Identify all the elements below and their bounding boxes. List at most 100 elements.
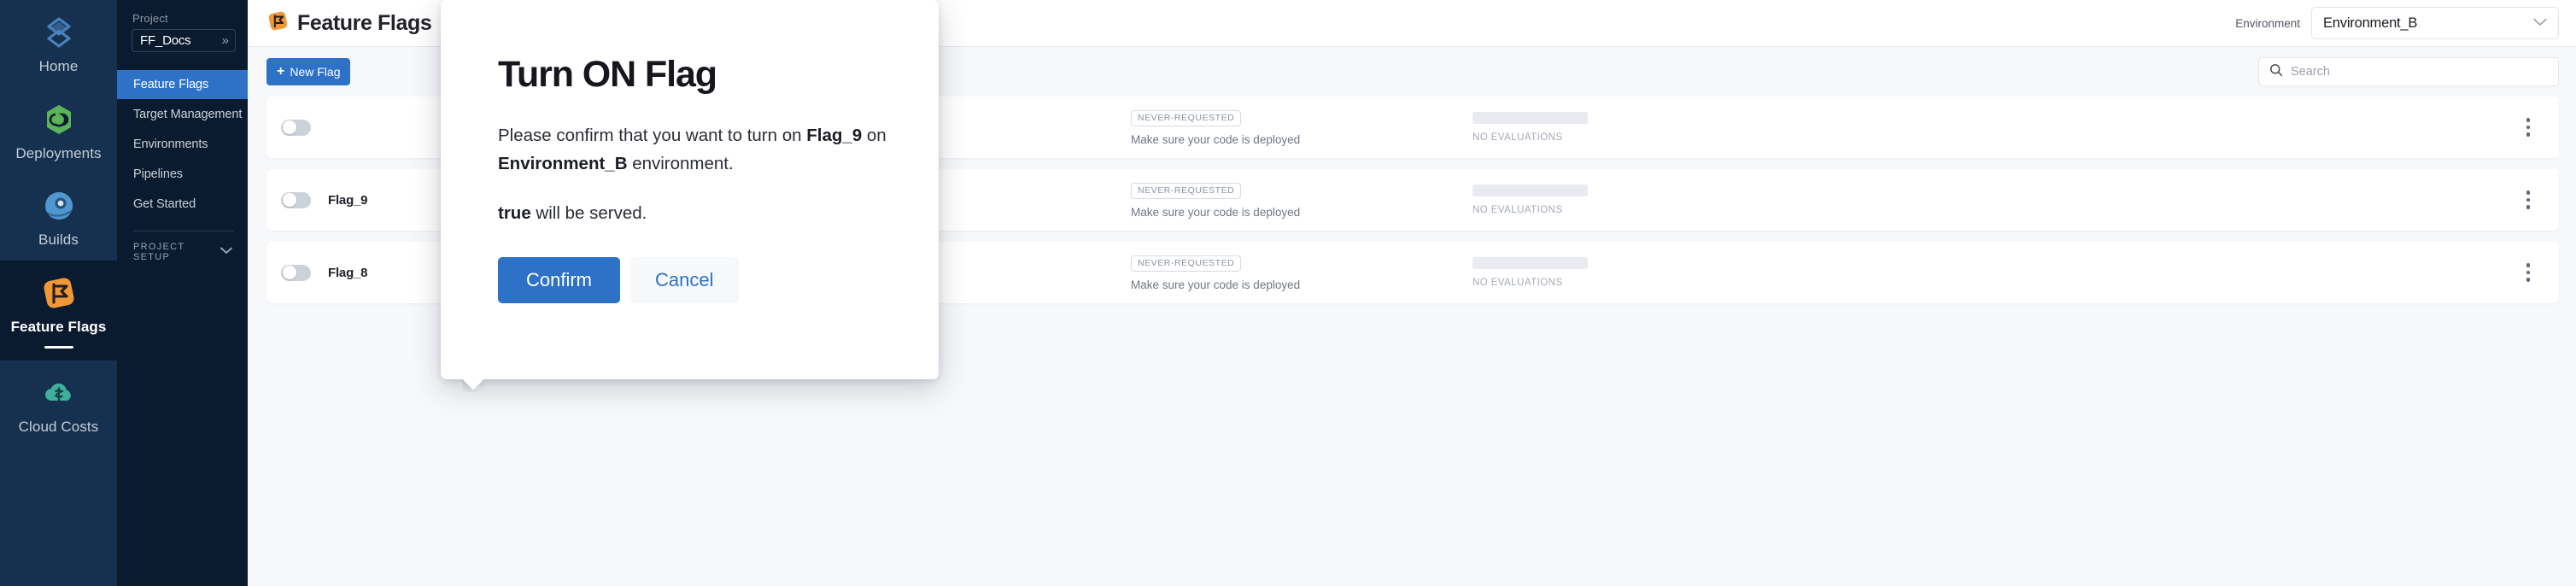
flag-row-menu-column [2497,185,2559,214]
rail-item-label: Deployments [15,144,102,161]
flag-evaluations-column: NO EVALUATIONS [1472,112,1729,143]
rail-item-cloud-costs[interactable]: Cloud Costs [0,360,117,448]
home-grid-icon [40,14,78,51]
rail-item-label: Builds [38,231,79,249]
environment-selector[interactable]: Environment_B [2311,7,2559,39]
project-label: Project [132,12,168,25]
flag-toggle[interactable] [281,191,311,208]
status-badge: NEVER-REQUESTED [1131,182,1242,199]
sidebar-item-environments[interactable]: Environments [117,130,248,159]
sidebar-item-label: Environments [133,138,208,151]
chevron-down-icon [220,247,232,257]
dialog-actions: Confirm Cancel [498,256,892,303]
rail-item-home[interactable]: Home [0,0,117,87]
cancel-button[interactable]: Cancel [630,256,739,303]
status-badge: NEVER-REQUESTED [1131,109,1242,126]
sidebar-item-pipelines[interactable]: Pipelines [117,160,248,189]
flag-evaluations-column: NO EVALUATIONS [1472,257,1729,288]
dialog-message-line-1: Please confirm that you want to turn on … [498,121,892,178]
toggle-knob [282,193,296,207]
page-header-left: Feature Flags [266,9,432,37]
dialog-environment-name: Environment_B [498,154,628,174]
feature-flag-icon [266,9,290,37]
dialog-message-prefix: Please confirm that you want to turn on [498,126,807,145]
search-icon [2269,63,2283,81]
flag-row-menu-column [2497,258,2559,287]
evaluations-label: NO EVALUATIONS [1472,132,1563,143]
project-sidebar: Project FF_Docs » Feature Flags Target M… [117,0,248,586]
flag-status-column: NEVER-REQUESTED Make sure your code is d… [1131,109,1472,146]
search-box[interactable] [2258,57,2559,86]
sidebar-item-label: Get Started [133,197,196,211]
dialog-message-suffix: environment. [627,154,734,174]
chevron-double-right-icon: » [221,33,229,48]
evaluations-placeholder-bar [1472,185,1588,196]
flag-status-column: NEVER-REQUESTED Make sure your code is d… [1131,182,1472,219]
turn-on-flag-dialog: Turn ON Flag Please confirm that you wan… [441,0,939,379]
new-flag-button[interactable]: + New Flag [266,58,351,85]
page-title: Feature Flags [297,10,432,35]
flag-status-column: NEVER-REQUESTED Make sure your code is d… [1131,255,1472,291]
flag-row-menu-column [2497,113,2559,142]
flag-name: Flag_8 [328,265,368,280]
flag-toggle[interactable] [281,264,311,281]
project-selector[interactable]: FF_Docs » [132,29,236,52]
sidebar-item-feature-flags[interactable]: Feature Flags [117,70,248,99]
status-hint: Make sure your code is deployed [1131,132,1301,146]
dialog-message-line-2: true will be served. [498,199,892,227]
sidebar-item-label: Feature Flags [133,78,209,91]
dialog-title: Turn ON Flag [498,54,717,95]
sidebar-item-get-started[interactable]: Get Started [117,190,248,219]
sidebar-section-label: PROJECT SETUP [133,242,185,262]
sidebar-item-target-management[interactable]: Target Management [117,100,248,129]
rail-item-label: Home [38,58,79,74]
builds-icon [40,187,78,225]
new-flag-button-label: New Flag [290,65,341,79]
sidebar-item-label: Target Management [133,108,243,121]
flag-evaluations-column: NO EVALUATIONS [1472,185,1729,215]
sidebar-section-project-setup[interactable]: PROJECT SETUP [117,237,248,267]
deployments-infinity-icon [40,101,78,138]
dialog-served-suffix: will be served. [530,203,647,224]
dialog-flag-name: Flag_9 [806,126,863,145]
search-input[interactable] [2291,65,2548,79]
dialog-message-mid: on [862,126,887,145]
evaluations-placeholder-bar [1472,257,1588,269]
flag-name: Flag_9 [328,192,368,208]
plus-icon: + [277,64,285,79]
status-hint: Make sure your code is deployed [1131,278,1301,291]
rail-item-builds[interactable]: Builds [0,173,117,261]
rail-active-underline [44,345,73,349]
evaluations-placeholder-bar [1472,112,1588,124]
kebab-menu-icon[interactable] [2521,185,2536,214]
evaluations-label: NO EVALUATIONS [1472,278,1563,288]
module-rail: Home Deployments Builds [0,0,117,586]
rail-item-label: Cloud Costs [18,418,99,435]
status-hint: Make sure your code is deployed [1131,205,1301,219]
kebab-menu-icon[interactable] [2521,113,2536,142]
chevron-down-icon [2533,15,2547,31]
environment-selector-value: Environment_B [2323,15,2418,31]
cloud-cost-dollar-icon [40,374,78,412]
feature-flag-icon [40,274,78,312]
sidebar-item-label: Pipelines [133,167,183,181]
rail-item-feature-flags[interactable]: Feature Flags [0,261,117,360]
evaluations-label: NO EVALUATIONS [1472,205,1563,215]
toggle-knob [282,120,296,134]
environment-label: Environment [2235,16,2300,30]
rail-item-deployments[interactable]: Deployments [0,87,117,174]
dialog-served-value: true [498,203,531,224]
dialog-pointer [462,378,488,392]
toggle-knob [282,266,296,279]
project-nav: Feature Flags Target Management Environm… [117,70,248,267]
confirm-button[interactable]: Confirm [498,256,621,303]
kebab-menu-icon[interactable] [2521,258,2536,287]
project-selector-value: FF_Docs [140,33,191,48]
page-header-right: Environment Environment_B [2235,7,2559,39]
dialog-body: Please confirm that you want to turn on … [498,121,892,228]
status-badge: NEVER-REQUESTED [1131,255,1242,272]
rail-item-label: Feature Flags [10,319,107,336]
flag-toggle[interactable] [281,119,311,136]
